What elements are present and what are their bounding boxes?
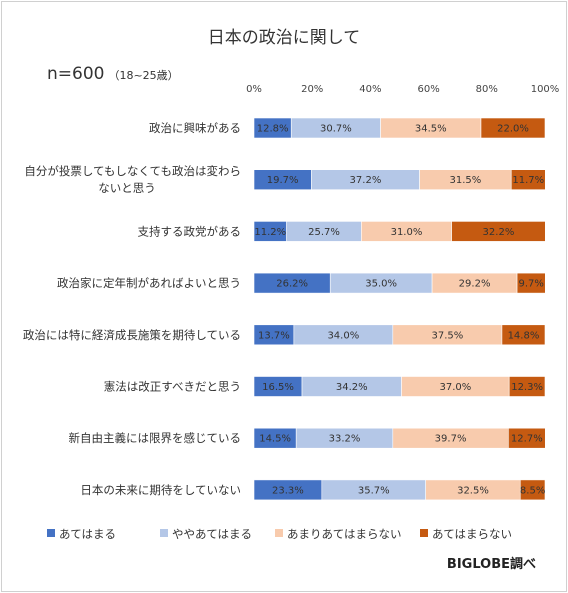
category-label: 政治に興味がある [149,121,241,135]
bar-segment [508,427,546,449]
bar-segment [519,479,546,501]
data-label: 14.5% [259,434,291,445]
bars: 12.8% 30.7% 34.5% 22.0% 19.7% 37.2% 31.5% 11.7%… [253,117,546,501]
data-label: 33.2% [329,434,361,445]
category-label: 政治家に定年制があればよいと思う [57,276,241,290]
sample-note: n=600 （18~25歳） [47,64,179,84]
x-tick-label: 60% [417,84,439,95]
source-note: BIGLOBE調べ [447,556,536,572]
data-label: 29.2% [459,279,491,290]
data-label: 34.5% [415,124,447,135]
legend-swatch [420,529,428,537]
legend-label: ややあてはまる [172,527,252,541]
bar-segment [510,169,546,190]
x-tick-label: 20% [301,84,323,95]
data-label: 12.7% [511,434,543,445]
data-label: 34.2% [336,382,368,393]
bar-segment [508,376,546,397]
data-label: 12.3% [511,382,543,393]
data-label: 12.8% [257,124,289,135]
data-label: 23.3% [272,485,304,496]
sample-note-main: n=600 [47,64,104,84]
data-label: 22.0% [497,124,529,135]
data-label: 19.7% [267,175,299,186]
category-label: 憲法は改正すべきだと思う [104,380,241,394]
data-label: 30.7% [320,124,352,135]
data-label: 37.2% [350,175,382,186]
data-label: 31.0% [391,227,423,238]
x-tick-label: 40% [359,84,381,95]
data-label: 26.2% [276,279,308,290]
data-label: 35.0% [365,279,397,290]
x-tick-label: 100% [531,84,560,95]
category-label: 政治には特に経済成長施策を期待している [23,328,241,342]
bar-segment [451,221,546,242]
bar-segment [516,272,546,294]
data-label: 9.7% [518,279,543,290]
legend-label: あてはまらない [432,527,512,541]
sample-note-sub: （18~25歳） [108,69,178,82]
category-label: ないと思う [98,181,156,195]
data-label: 39.7% [435,434,467,445]
data-label: 11.7% [512,175,544,186]
category-labels: 政治に興味がある自分が投票してもしなくても政治は変わらないと思う支持する政党があ… [23,121,241,497]
x-axis-ticks: 0% 20% 40% 60% 80% 100% [246,84,559,95]
data-label: 14.8% [508,330,540,341]
legend-swatch [160,529,168,537]
data-label: 25.7% [308,227,340,238]
data-label: 31.5% [450,175,482,186]
bar-segment [501,324,546,346]
legend: あてはまる ややあてはまる あまりあてはまらない あてはまらない [47,527,512,541]
data-label: 8.5% [520,485,545,496]
data-label: 16.5% [262,382,294,393]
bar-segment [480,117,546,139]
category-label: 支持する政党がある [138,224,242,238]
data-label: 32.5% [457,485,489,496]
data-label: 11.2% [254,227,286,238]
data-label: 37.5% [431,330,463,341]
x-tick-label: 0% [246,84,262,95]
data-label: 13.7% [258,330,290,341]
legend-swatch [47,529,55,537]
legend-label: あまりあてはまらない [287,527,402,541]
legend-swatch [275,529,283,537]
x-tick-label: 80% [476,84,498,95]
category-label: 自分が投票してもしなくても政治は変わら [24,164,241,178]
data-label: 32.2% [483,227,515,238]
category-label: 新自由主義には限界を感じている [69,431,242,445]
legend-label: あてはまる [59,527,116,541]
chart-title: 日本の政治に関して [208,28,361,48]
category-label: 日本の未来に期待をしていない [80,483,241,497]
data-label: 35.7% [358,485,390,496]
data-label: 37.0% [439,382,471,393]
data-label: 34.0% [327,330,359,341]
